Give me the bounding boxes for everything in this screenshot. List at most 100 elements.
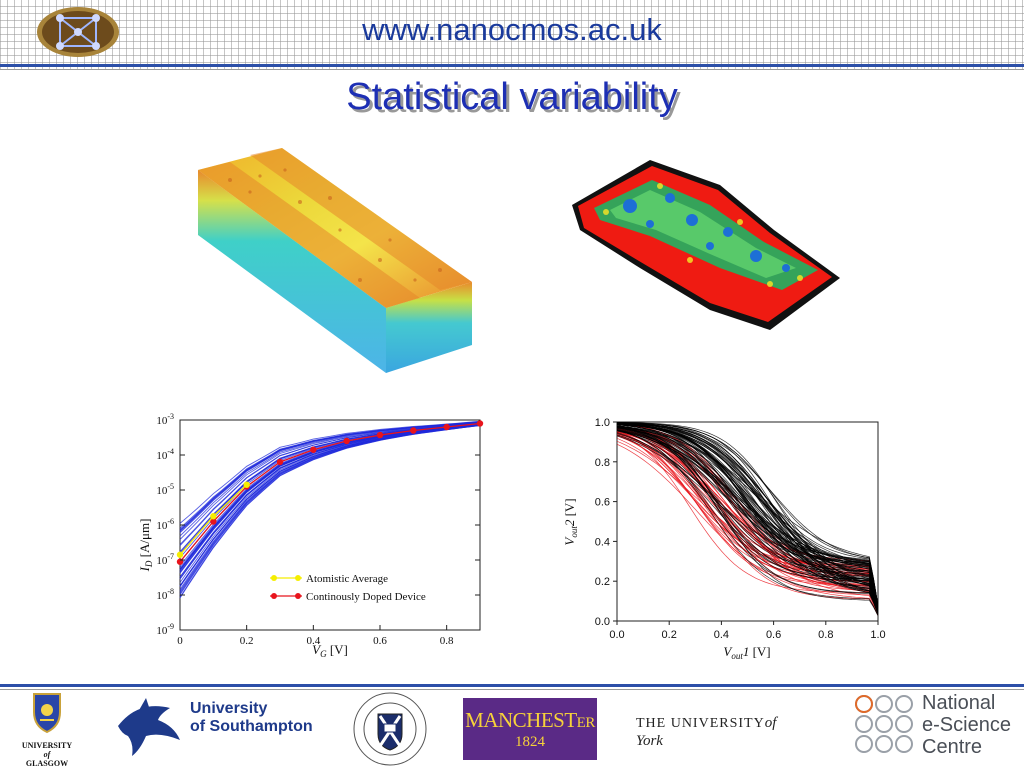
chart1-ytick-label: 10-8 <box>156 587 174 602</box>
manchester-logo[interactable]: MANCHESTER 1824 <box>463 698 597 760</box>
manchester-name: MANCHEST <box>465 708 577 732</box>
footer-rule <box>0 684 1024 687</box>
chart2-xtick-label: 0.6 <box>766 629 781 641</box>
glasgow-line3: GLASGOW <box>25 759 69 768</box>
legend-marker-atomistic <box>271 575 277 581</box>
chart2-curve-line <box>617 422 878 612</box>
chart1-data-point <box>210 513 217 520</box>
chart1-ytick-label: 10-6 <box>156 517 174 532</box>
chart2-ylabel: Vout2 [V] <box>562 498 579 545</box>
chart2-xtick-label: 1.0 <box>870 629 885 641</box>
chart2-xtick-label: 0.4 <box>714 629 729 641</box>
chart1-ytick-label: 10-7 <box>156 552 174 567</box>
chart1-y-ticks: 10-9 10-8 10-7 10-6 10-5 10-4 10-3 <box>156 412 480 637</box>
chart1-ensemble-curves <box>179 420 481 599</box>
chart2-ytick-label: 0.2 <box>595 576 610 588</box>
chart1-ytick-label: 10-9 <box>156 622 174 637</box>
escience-line3: Centre <box>922 736 983 758</box>
escience-circles-icon <box>855 695 913 753</box>
current-density-map-image <box>572 160 840 330</box>
header-banner: www.nanocmos.ac.uk <box>0 0 1024 70</box>
chart2-curve-line <box>617 423 878 611</box>
chart1-ytick-label: 10-5 <box>156 482 174 497</box>
manchester-name-end: ER <box>576 715 596 731</box>
legend-atomistic-average: Atomistic Average <box>306 573 388 585</box>
chart1-series-line <box>179 422 481 563</box>
chart2-curve-line <box>617 426 878 609</box>
chart1-ensemble-line <box>179 424 481 580</box>
vout-butterfly-chart: 0.0 0.2 0.4 0.6 0.8 1.0 0.0 0.2 0.4 0.6 0.8 1.0 Vo… <box>562 417 886 661</box>
chart2-curve-line <box>617 422 878 613</box>
chart1-xtick-label: 0 <box>177 635 183 647</box>
chart1-ytick-label: 10-4 <box>156 447 174 462</box>
chart1-data-point <box>343 437 350 445</box>
chart2-x-ticks: 0.0 0.2 0.4 0.6 0.8 1.0 <box>609 621 886 641</box>
chart2-ytick-label: 0.0 <box>595 616 610 628</box>
edinburgh-seal-icon <box>353 692 427 766</box>
glasgow-line1: UNIVERSITY <box>21 741 73 750</box>
chart2-curve-line <box>617 432 878 612</box>
site-url[interactable]: www.nanocmos.ac.uk <box>362 12 662 47</box>
southampton-dolphin-icon <box>118 698 180 756</box>
slide-title: Statistical variability <box>346 76 678 118</box>
chart1-data-point <box>243 481 250 488</box>
chart2-curve-line <box>617 429 878 616</box>
chart1-ensemble-line <box>179 421 481 540</box>
footer-rule-thin <box>0 689 1024 690</box>
chart2-curve-line <box>617 426 878 613</box>
escience-logo[interactable]: National e-Science Centre <box>852 690 1017 766</box>
chart1-xlabel: VG [V] <box>312 642 348 659</box>
potential-landscape-3d-image <box>198 148 472 373</box>
chart1-x-ticks: 0 0.2 0.4 0.6 0.8 <box>177 625 454 647</box>
chart2-ytick-label: 0.6 <box>595 497 610 509</box>
chart1-series <box>176 420 484 565</box>
chart1-ensemble-line <box>179 424 481 588</box>
chart1-ensemble-line <box>179 421 481 531</box>
chart1-data-point <box>443 423 450 431</box>
id-vg-chart: 10-910-810-710-610-510-410-3 0 0.2 0.4 0.6 0… <box>137 412 484 659</box>
glasgow-logo[interactable]: UNIVERSITY of GLASGOW <box>12 690 82 768</box>
chart1-ensemble-line <box>179 422 481 547</box>
chart1-xtick-label: 0.8 <box>440 635 454 647</box>
chart2-curve-line <box>617 431 878 613</box>
header-rule <box>0 64 1024 67</box>
escience-line1: National <box>922 692 996 714</box>
chart2-curve-line <box>617 423 878 608</box>
southampton-line1: University <box>190 700 268 717</box>
chart1-ensemble-line <box>179 420 481 524</box>
escience-line2: e-Science <box>922 714 1011 736</box>
chart2-curve-line <box>617 426 878 615</box>
chart1-data-point <box>410 427 417 434</box>
southampton-line2: of Southampton <box>190 718 313 735</box>
chart1-data-point <box>210 518 217 525</box>
chart1-xtick-label: 0.6 <box>373 635 387 647</box>
chart1-xtick-label: 0.4 <box>306 635 320 647</box>
edinburgh-logo[interactable] <box>348 690 432 768</box>
legend-marker-continuous <box>271 593 277 599</box>
glasgow-crest-icon <box>33 693 61 734</box>
chart1-ylabel: ID [A/μm] <box>137 519 154 573</box>
header-rule-thin <box>0 69 1024 70</box>
chart1-data-point <box>276 458 284 466</box>
chart2-curves <box>617 422 878 617</box>
southampton-logo[interactable]: University of Southampton <box>108 694 323 764</box>
chart2-xtick-label: 0.8 <box>818 629 833 641</box>
york-line1: THE UNIVERSITY <box>636 716 765 731</box>
york-line2: of York <box>636 715 777 749</box>
chart1-xtick-label: 0.2 <box>240 635 254 647</box>
york-logo[interactable]: THE UNIVERSITYof York <box>636 714 806 749</box>
chart2-xlabel: Vout1 [V] <box>723 644 770 661</box>
chart2-xtick-label: 0.2 <box>662 629 677 641</box>
nanocmos-logo <box>37 7 119 57</box>
chart2-ytick-label: 1.0 <box>595 417 610 429</box>
chart2-ytick-label: 0.8 <box>595 457 610 469</box>
glasgow-line2: of <box>43 750 51 759</box>
footer-logos: UNIVERSITY of GLASGOW University of Sout… <box>0 686 1024 768</box>
chart1-data-point <box>376 431 384 439</box>
chart1-legend: Atomistic Average Continously Doped Devi… <box>270 573 426 603</box>
chart1-data-point <box>476 420 484 427</box>
chart1-ensemble-line <box>179 425 481 598</box>
chart2-y-ticks: 0.0 0.2 0.4 0.6 0.8 1.0 <box>595 417 617 628</box>
manchester-year: 1824 <box>515 734 545 750</box>
chart2-curve-line <box>617 423 878 610</box>
